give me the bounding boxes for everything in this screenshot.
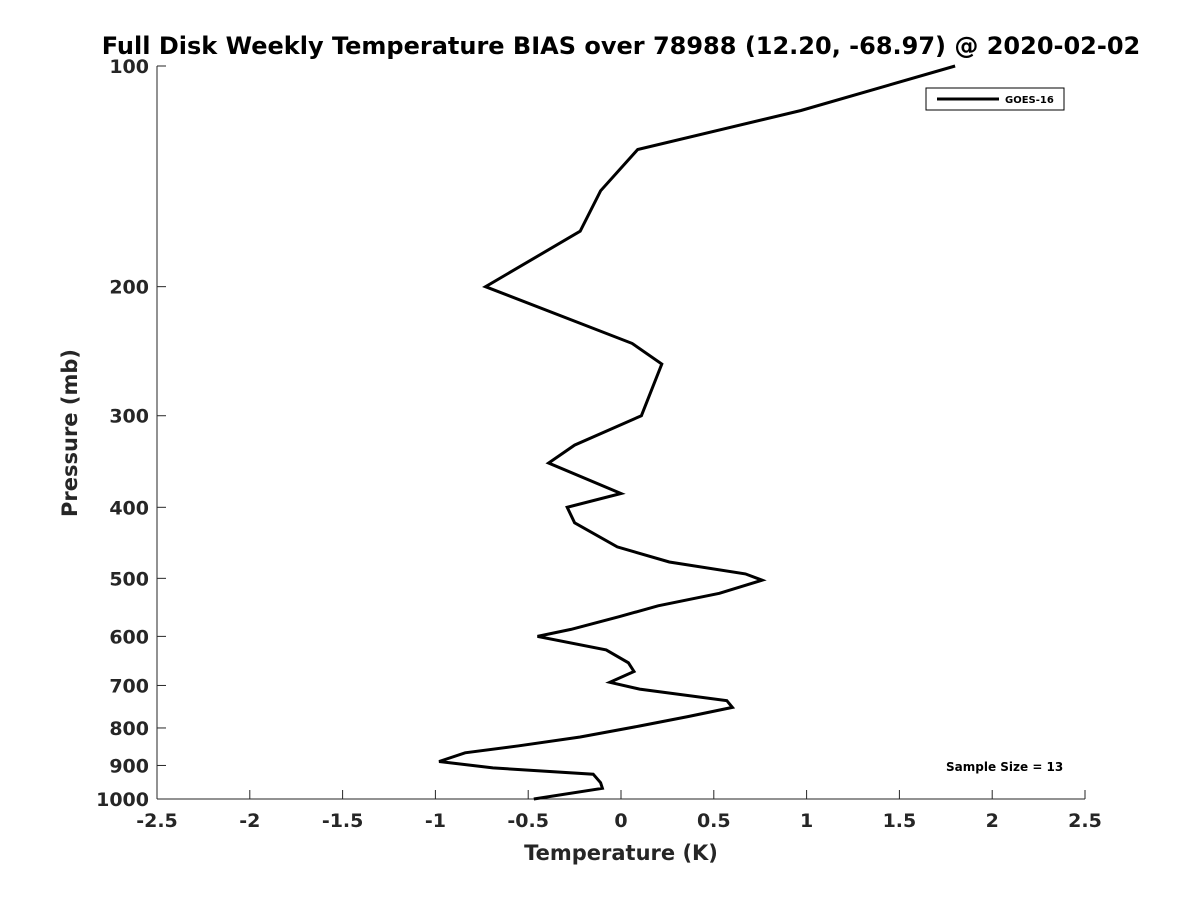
y-tick-label: 200 <box>109 277 149 299</box>
x-tick-label: 1.5 <box>883 810 917 832</box>
y-tick-label: 1000 <box>96 789 149 811</box>
x-tick-label: -1 <box>425 810 446 832</box>
y-tick-label: 800 <box>109 718 149 740</box>
data-series <box>438 64 956 801</box>
y-tick-label: 700 <box>109 675 149 697</box>
legend-entry-label: GOES-16 <box>1005 95 1054 106</box>
y-tick-label: 900 <box>109 755 149 777</box>
series-line-goes16 <box>438 64 956 801</box>
y-tick-label: 100 <box>109 56 149 78</box>
x-tick-label: -2.5 <box>136 810 178 832</box>
x-tick-label: 2.5 <box>1068 810 1102 832</box>
x-tick-label: -0.5 <box>507 810 549 832</box>
x-axis-label: Temperature (K) <box>524 841 718 865</box>
sample-size-annotation: Sample Size = 13 <box>946 760 1063 774</box>
y-tick-label: 600 <box>109 626 149 648</box>
x-tick-label: 1 <box>800 810 813 832</box>
y-tick-label: 500 <box>109 568 149 590</box>
x-tick-label: -2 <box>239 810 260 832</box>
y-axis-ticks: 100 200 300 400 500 600 700 800 900 1000 <box>96 56 166 811</box>
y-tick-label: 300 <box>109 406 149 428</box>
x-tick-label: -1.5 <box>322 810 364 832</box>
legend: GOES-16 <box>925 87 1065 111</box>
y-tick-label: 400 <box>109 497 149 519</box>
chart-title: Full Disk Weekly Temperature BIAS over 7… <box>102 32 1141 60</box>
x-tick-label: 0 <box>614 810 627 832</box>
x-tick-label: 0.5 <box>697 810 731 832</box>
x-tick-label: 2 <box>986 810 999 832</box>
y-axis-label: Pressure (mb) <box>58 349 82 517</box>
x-axis-ticks: -2.5 -2 -1.5 -1 -0.5 0 0.5 1 1.5 2 2.5 <box>136 790 1102 832</box>
